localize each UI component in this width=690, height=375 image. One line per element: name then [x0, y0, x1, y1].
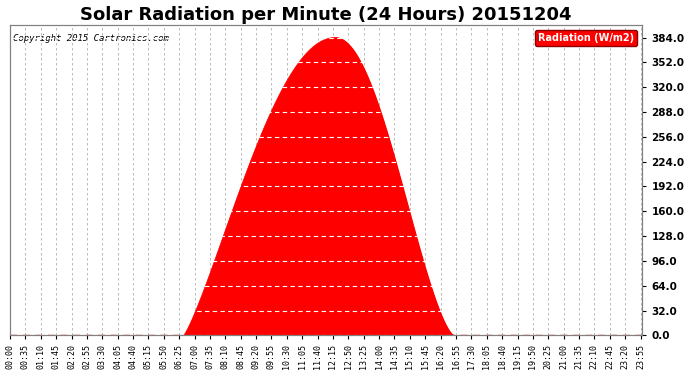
Text: Copyright 2015 Cartronics.com: Copyright 2015 Cartronics.com: [13, 34, 169, 44]
Legend: Radiation (W/m2): Radiation (W/m2): [535, 30, 638, 46]
Title: Solar Radiation per Minute (24 Hours) 20151204: Solar Radiation per Minute (24 Hours) 20…: [81, 6, 572, 24]
